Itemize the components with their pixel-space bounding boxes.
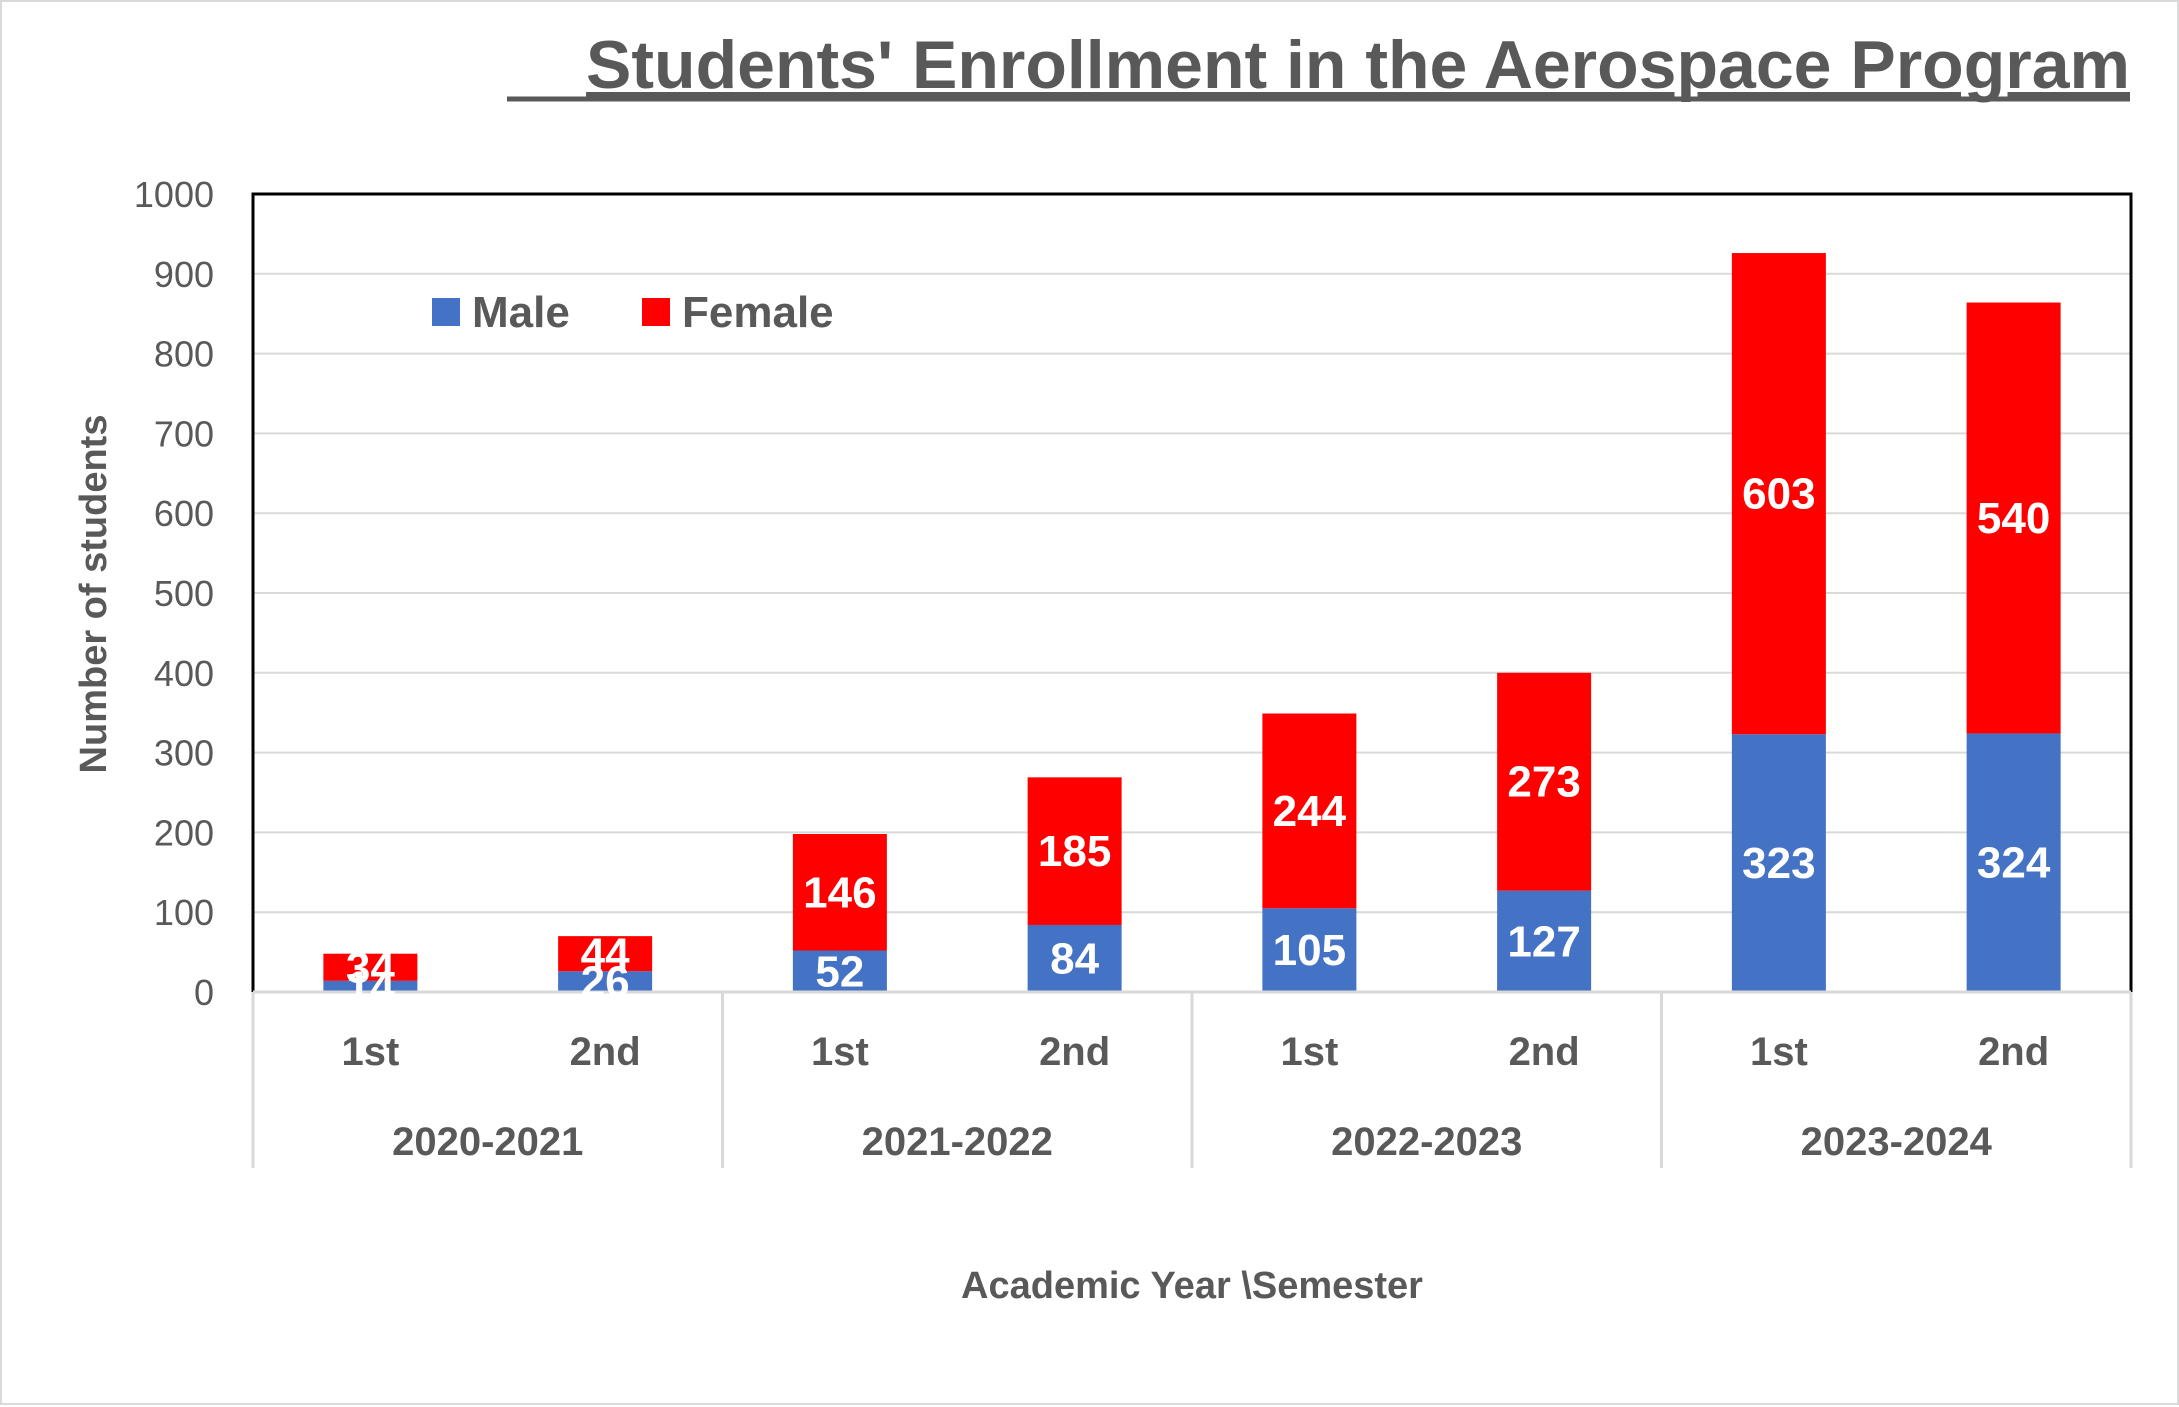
data-label: 52: [815, 947, 864, 996]
data-label: 127: [1507, 917, 1580, 966]
legend-label-female: Female: [682, 288, 834, 337]
y-tick-label: 600: [154, 493, 214, 534]
bar-male: [1262, 908, 1357, 992]
category-label: 1st: [811, 1030, 869, 1074]
bar-female: [1731, 253, 1826, 735]
group-label: 2023-2024: [1801, 1120, 1993, 1164]
gridlines: [253, 272, 2131, 914]
legend-label-male: Male: [472, 288, 570, 337]
y-tick-label: 800: [154, 334, 214, 375]
y-tick-label: 100: [154, 892, 214, 933]
bar-male: [323, 980, 418, 992]
data-label: 323: [1742, 839, 1815, 888]
category-label: 2nd: [1039, 1030, 1110, 1074]
group-label: 2021-2022: [862, 1120, 1053, 1164]
category-label: 2nd: [1978, 1030, 2049, 1074]
bar-male: [1497, 890, 1592, 992]
bar-female: [1262, 713, 1357, 909]
y-tick-label: 200: [154, 812, 214, 853]
category-label: 1st: [341, 1030, 399, 1074]
legend-swatch-male: [432, 298, 460, 326]
data-label: 14: [346, 962, 395, 1011]
category-label: 1st: [1280, 1030, 1338, 1074]
data-label: 324: [1977, 839, 2051, 888]
bar-male: [1966, 733, 2061, 992]
data-label: 26: [581, 958, 630, 1007]
data-label: 603: [1742, 470, 1815, 519]
data-label: 34: [346, 943, 395, 992]
bar-female: [323, 953, 418, 981]
category-label: 2nd: [1509, 1030, 1580, 1074]
bar-male: [1731, 734, 1826, 992]
y-tick-label: 1000: [134, 174, 214, 215]
y-tick-label: 400: [154, 653, 214, 694]
bar-female: [792, 833, 887, 951]
legend: Male Female: [432, 288, 834, 337]
y-tick-label: 900: [154, 254, 214, 295]
data-label: 185: [1038, 827, 1111, 876]
y-axis-ticks: 0 100 200 300 400 500 600 700 800 900 1000: [134, 174, 214, 1013]
y-tick-label: 300: [154, 733, 214, 774]
group-label: 2022-2023: [1331, 1120, 1522, 1164]
data-label: 146: [803, 868, 876, 917]
data-label: 244: [1273, 787, 1347, 836]
x-axis-title: Academic Year \Semester: [961, 1265, 1423, 1307]
data-label: 273: [1507, 758, 1580, 807]
y-axis-title: Number of students: [73, 415, 115, 774]
group-label: 2020-2021: [392, 1120, 583, 1164]
bars: [323, 253, 2061, 992]
bar-female: [558, 936, 653, 972]
data-label: 540: [1977, 494, 2050, 543]
bar-male: [1027, 924, 1122, 992]
bar-male: [558, 971, 653, 992]
x-axis: 1st 2nd 1st 2nd 1st 2nd 1st 2nd 2020-2021 2021-20…: [251, 990, 2133, 1168]
bar-female: [1497, 672, 1592, 891]
category-label: 1st: [1750, 1030, 1808, 1074]
y-tick-label: 0: [194, 972, 214, 1013]
data-label: 84: [1050, 934, 1099, 983]
legend-swatch-female: [642, 298, 670, 326]
bar-female: [1966, 302, 2061, 734]
category-label: 2nd: [570, 1030, 641, 1074]
data-label: 44: [581, 930, 630, 979]
y-tick-label: 700: [154, 413, 214, 454]
bar-male: [792, 950, 887, 992]
y-tick-label: 500: [154, 573, 214, 614]
data-label: 105: [1273, 926, 1346, 975]
chart-title: Students' Enrollment in the Aerospace Pr…: [586, 27, 2130, 103]
bar-female: [1027, 777, 1122, 925]
